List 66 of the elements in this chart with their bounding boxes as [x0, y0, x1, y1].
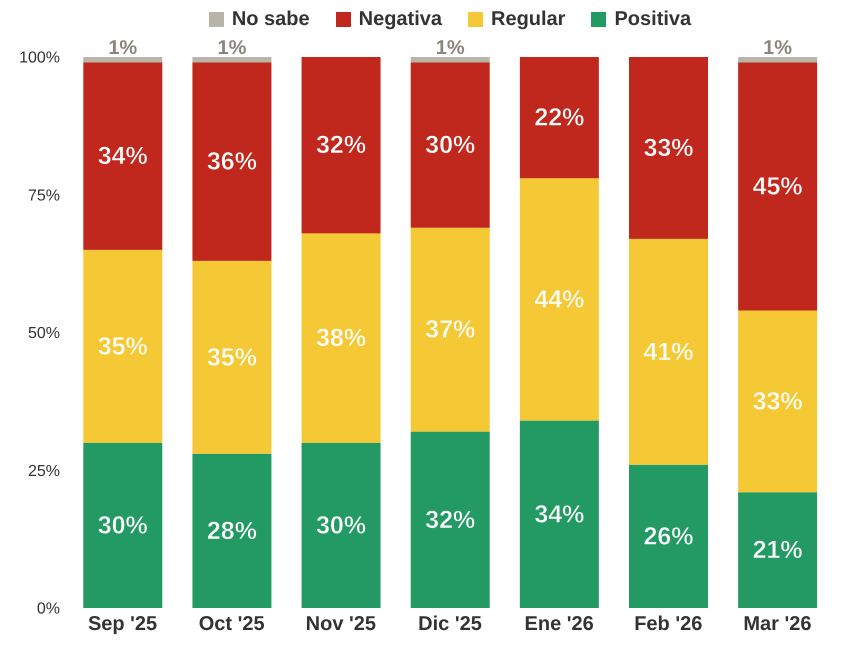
data-label: 1%: [108, 37, 138, 59]
y-tick-label: 0%: [36, 600, 60, 618]
bar: [192, 57, 272, 63]
data-label: 33%: [752, 387, 803, 416]
data-label: 1%: [763, 37, 792, 59]
x-tick-label: Nov '25: [306, 613, 376, 636]
data-label: 21%: [752, 536, 803, 564]
data-label: 41%: [643, 338, 694, 366]
data-label: 36%: [206, 148, 257, 176]
x-tick-label: Oct '25: [198, 613, 265, 636]
legend-label: Negativa: [358, 8, 442, 31]
bar: [192, 454, 272, 608]
bar: [628, 238, 708, 465]
bar: [628, 57, 708, 239]
data-label: 38%: [316, 324, 366, 352]
x-tick-label: Ene '26: [524, 613, 594, 636]
data-label: 44%: [534, 285, 584, 314]
bar: [83, 62, 162, 250]
legend-label: Regular: [490, 8, 566, 31]
y-tick-label: 75%: [28, 187, 60, 204]
bar: [738, 57, 818, 63]
legend-label: No sabe: [230, 8, 310, 31]
data-label: 30%: [98, 511, 148, 540]
data-label: 30%: [425, 131, 476, 160]
data-label: 35%: [206, 343, 257, 372]
bar: [192, 260, 272, 454]
data-label: 32%: [425, 506, 476, 534]
bar: [628, 464, 708, 608]
data-label: 30%: [316, 511, 366, 540]
bar: [410, 62, 490, 228]
x-tick-label: Sep '25: [88, 613, 158, 636]
x-tick-label: Mar '26: [743, 613, 812, 636]
y-tick-label: 25%: [28, 462, 60, 480]
data-label: 28%: [206, 516, 257, 545]
bar: [410, 432, 490, 608]
bar: [520, 420, 599, 608]
data-label: 45%: [752, 172, 803, 200]
bar: [738, 62, 818, 310]
y-tick-label: 50%: [28, 325, 60, 342]
bar: [738, 310, 818, 492]
bar: [192, 62, 272, 261]
bar: [302, 442, 381, 608]
x-tick-label: Dic '25: [418, 613, 482, 636]
bar: [302, 57, 381, 234]
x-tick-label: Feb '26: [634, 613, 702, 636]
data-label: 33%: [643, 134, 694, 162]
bar: [83, 57, 162, 63]
bar: [520, 178, 599, 421]
data-label: 26%: [643, 522, 694, 550]
data-label: 35%: [98, 332, 148, 360]
data-label: 37%: [425, 316, 476, 344]
bar: [302, 233, 381, 443]
bar: [410, 57, 490, 63]
y-tick-label: 100%: [19, 50, 60, 67]
bar: [83, 250, 162, 443]
data-label: 1%: [217, 37, 247, 59]
bar: [520, 57, 599, 178]
data-label: 34%: [534, 500, 584, 528]
data-label: 1%: [436, 37, 465, 59]
legend-label: Positiva: [613, 8, 692, 31]
data-label: 34%: [98, 142, 148, 170]
bar: [738, 492, 818, 608]
bar: [83, 442, 162, 608]
data-label: 22%: [534, 104, 584, 132]
bar: [410, 228, 490, 432]
data-label: 32%: [316, 131, 366, 160]
